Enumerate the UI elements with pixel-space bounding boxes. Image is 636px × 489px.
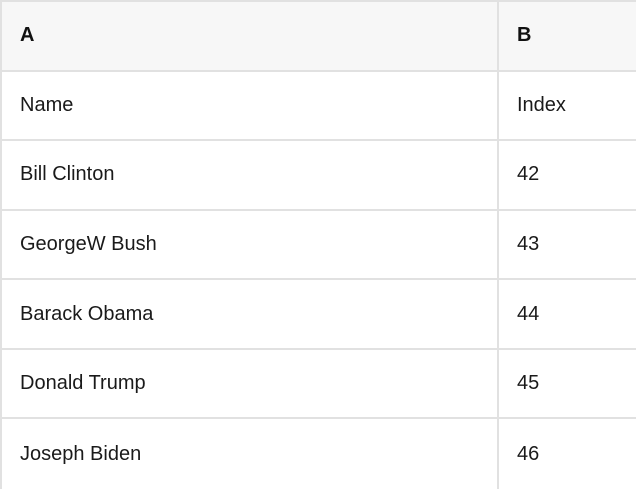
table-cell[interactable]: 45 <box>517 372 540 395</box>
table-cell[interactable]: Bill Clinton <box>2 141 499 209</box>
column-header-row: A B <box>2 2 636 72</box>
table-row: Name Index <box>2 71 636 142</box>
table-row: Barack Obama 44 <box>2 280 636 350</box>
table-cell[interactable]: Name <box>2 71 499 140</box>
table-cell[interactable]: 42 <box>517 163 540 186</box>
table-cell[interactable]: 43 <box>517 232 540 255</box>
table-cell[interactable]: Joseph Biden <box>2 419 499 489</box>
column-header-b[interactable]: B <box>517 24 532 47</box>
table-cell[interactable]: Index <box>517 93 566 116</box>
table-cell[interactable]: Donald Trump <box>2 349 499 418</box>
column-header-a[interactable]: A <box>2 2 499 70</box>
table-row: Joseph Biden 46 <box>2 419 636 489</box>
table-row: Bill Clinton 42 <box>2 141 636 211</box>
table-cell[interactable]: 44 <box>517 302 540 325</box>
table-row: GeorgeW Bush 43 <box>2 210 636 281</box>
table-cell[interactable]: GeorgeW Bush <box>2 210 499 279</box>
table-cell[interactable]: 46 <box>517 442 540 465</box>
table-cell[interactable]: Barack Obama <box>2 280 499 348</box>
table-row: Donald Trump 45 <box>2 349 636 420</box>
